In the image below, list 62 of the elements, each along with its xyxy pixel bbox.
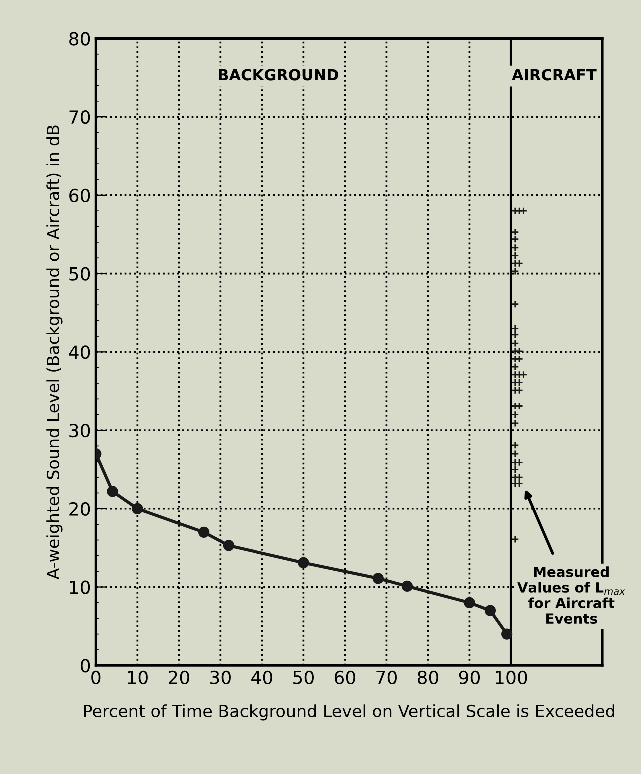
x-tick-label: 30 xyxy=(210,670,231,684)
point xyxy=(511,378,520,387)
x-tick-label: 50 xyxy=(294,670,314,684)
y-tick-label: 30 xyxy=(70,424,90,438)
point xyxy=(520,207,528,216)
point xyxy=(511,363,520,372)
y-tick-label: 10 xyxy=(70,580,90,594)
point xyxy=(511,347,520,356)
point xyxy=(511,536,520,544)
point xyxy=(511,300,520,308)
point xyxy=(511,370,520,379)
x-tick-label: 0 xyxy=(92,670,101,684)
point xyxy=(511,330,520,339)
y-tick-label: 60 xyxy=(70,188,90,203)
y-tick-label: 80 xyxy=(70,32,90,46)
x-tick-label: 20 xyxy=(169,670,190,684)
x-tick-label: 80 xyxy=(418,670,438,684)
point xyxy=(223,540,235,552)
point xyxy=(511,474,520,482)
x-tick-label: 70 xyxy=(376,670,397,684)
x-tick-label: 60 xyxy=(334,670,356,684)
point xyxy=(511,252,520,260)
annotation: BACKGROUND xyxy=(219,69,338,81)
point xyxy=(511,458,520,467)
point xyxy=(502,628,513,640)
y-tick-label: 20 xyxy=(70,502,90,516)
point xyxy=(511,268,520,276)
point xyxy=(511,260,520,268)
y-tick-label: 0 xyxy=(80,659,90,673)
point xyxy=(511,244,520,252)
point xyxy=(511,355,520,364)
x-tick-label: 100 xyxy=(496,670,528,684)
x-axis-title: Percent of Time Background Level on Vertical Scale is Exceeded xyxy=(84,704,614,721)
x-tick-label: 40 xyxy=(252,670,272,684)
point xyxy=(107,486,118,498)
point xyxy=(511,420,520,428)
point xyxy=(511,386,520,395)
point xyxy=(198,526,210,538)
point xyxy=(511,441,520,450)
point xyxy=(511,324,520,333)
y-tick-label: 50 xyxy=(70,267,90,281)
y-tick-label: 40 xyxy=(69,346,90,360)
point xyxy=(372,573,384,584)
point xyxy=(484,605,496,616)
point xyxy=(511,450,520,458)
annotation: Measured Values of L$_{max}$ for Aircraft Events xyxy=(518,566,626,624)
point xyxy=(464,597,476,608)
point xyxy=(298,557,310,569)
x-tick-label: 10 xyxy=(128,670,148,684)
point xyxy=(520,370,528,379)
annotation: AIRCRAFT xyxy=(512,69,597,81)
point xyxy=(402,580,414,592)
point xyxy=(511,235,520,244)
point xyxy=(511,207,520,216)
point xyxy=(511,340,520,348)
y-tick-label: 70 xyxy=(70,110,90,124)
x-tick-label: 90 xyxy=(459,670,480,684)
point xyxy=(511,410,520,419)
point xyxy=(511,228,520,236)
point xyxy=(132,503,144,514)
point xyxy=(511,466,520,474)
y-axis-title: A-weighted Sound Level (Background or Aircraft) in dB xyxy=(46,126,63,580)
